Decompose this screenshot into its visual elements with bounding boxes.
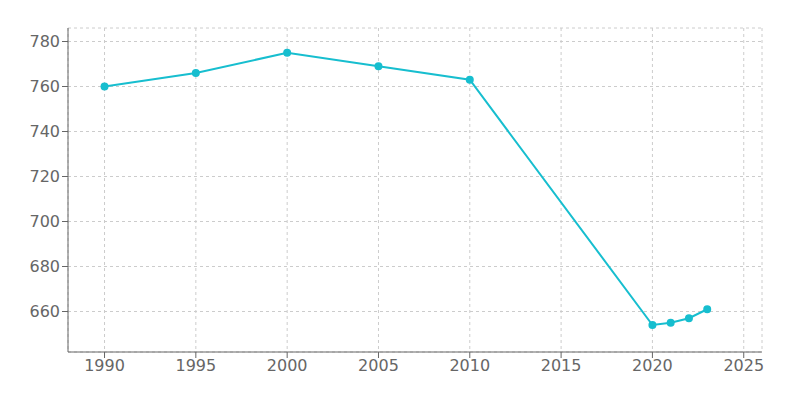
svg-text:2000: 2000: [267, 356, 308, 375]
svg-text:1995: 1995: [175, 356, 216, 375]
svg-text:680: 680: [29, 257, 60, 276]
svg-text:720: 720: [29, 167, 60, 186]
svg-text:780: 780: [29, 32, 60, 51]
svg-text:760: 760: [29, 77, 60, 96]
svg-text:1990: 1990: [84, 356, 125, 375]
svg-text:2015: 2015: [541, 356, 582, 375]
svg-text:2005: 2005: [358, 356, 399, 375]
svg-text:2025: 2025: [723, 356, 764, 375]
svg-text:2010: 2010: [449, 356, 490, 375]
svg-text:700: 700: [29, 212, 60, 231]
svg-text:660: 660: [29, 302, 60, 321]
svg-text:740: 740: [29, 122, 60, 141]
svg-text:2020: 2020: [632, 356, 673, 375]
